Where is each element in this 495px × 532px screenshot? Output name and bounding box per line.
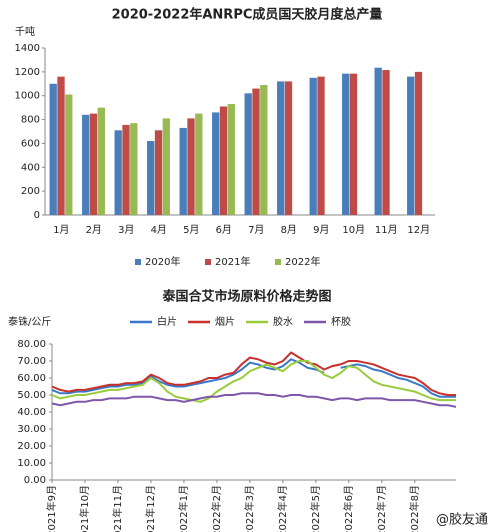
y-tick-label: 1200 [15, 67, 40, 78]
bar [147, 141, 155, 215]
y-tick-label: 600 [21, 138, 40, 149]
x-tick-label: 2022年8月 [408, 485, 421, 532]
bar [195, 113, 203, 215]
y-axis-label: 泰铢/公斤 [8, 315, 51, 328]
watermark: @胶友通 [436, 512, 488, 528]
line-series [51, 360, 456, 403]
y-tick-label: 200 [21, 186, 40, 197]
bar [114, 130, 122, 215]
bar [349, 73, 358, 216]
x-tick-label: 5月 [183, 224, 199, 236]
bar [284, 81, 293, 216]
y-tick-label: 1400 [15, 43, 40, 54]
y-tick-label: 0.00 [24, 475, 46, 486]
bar [57, 76, 65, 215]
x-tick-label: 12月 [407, 224, 430, 236]
y-tick-label: 30.00 [17, 424, 46, 435]
y-tick-label: 1000 [15, 91, 40, 102]
chart-title: 2020-2022年ANRPC成员国天胶月度总产量 [112, 7, 383, 23]
bar [130, 123, 138, 215]
bar [154, 130, 163, 215]
chart-title: 泰国合艾市场原料价格走势图 [161, 289, 331, 305]
bar [260, 84, 268, 215]
legend-swatch [275, 259, 281, 265]
legend-label: 烟片 [215, 315, 235, 328]
y-tick-label: 50.00 [17, 390, 46, 401]
y-tick-label: 0 [34, 210, 40, 221]
x-tick-label: 2022年5月 [309, 485, 322, 532]
x-tick-label: 9月 [313, 224, 329, 236]
x-tick-label: 2022年2月 [210, 485, 223, 532]
x-tick-label: 3月 [118, 224, 134, 236]
bar [82, 114, 90, 215]
y-tick-label: 10.00 [17, 458, 46, 469]
x-tick-label: 2022年3月 [243, 485, 256, 532]
bar [244, 93, 252, 215]
y-tick-label: 400 [21, 162, 40, 173]
legend-label: 杯胶 [331, 315, 351, 328]
x-tick-label: 7月 [248, 224, 264, 236]
x-tick-label: 11月 [375, 224, 398, 236]
legend-label: 2021年 [215, 255, 250, 268]
x-tick-label: 10月 [342, 224, 365, 236]
x-tick-label: 8月 [281, 224, 297, 236]
legend-label: 白片 [157, 315, 177, 328]
x-tick-label: 2022年7月 [375, 485, 388, 532]
bar [162, 118, 170, 215]
x-tick-label: 2021年9月 [45, 485, 58, 532]
bar [97, 107, 105, 215]
y-tick-label: 60.00 [17, 373, 46, 384]
bar [309, 77, 317, 215]
bar [49, 83, 57, 216]
x-tick-label: 2021年10月 [78, 485, 91, 532]
x-tick-label: 2022年1月 [177, 485, 190, 532]
x-tick-label: 2021年12月 [144, 485, 157, 532]
bar [187, 118, 195, 215]
bar [212, 112, 220, 215]
line-series [51, 358, 456, 398]
x-tick-label: 2022年6月 [342, 485, 355, 532]
bar [252, 88, 260, 215]
y-tick-label: 800 [21, 115, 40, 126]
y-axis-label: 千吨 [15, 25, 35, 38]
y-tick-label: 20.00 [17, 441, 46, 452]
legend-swatch [135, 259, 141, 265]
bar [179, 127, 187, 215]
y-tick-label: 80.00 [17, 339, 46, 350]
legend-swatch [205, 259, 211, 265]
x-tick-label: 2021年11月 [111, 485, 124, 532]
legend-label: 胶水 [273, 315, 293, 328]
bar [317, 76, 325, 215]
bar [407, 76, 415, 215]
x-tick-label: 4月 [151, 224, 167, 236]
bar [374, 67, 382, 215]
bar [219, 106, 228, 215]
y-tick-label: 70.00 [17, 356, 46, 367]
x-tick-label: 1月 [53, 224, 69, 236]
x-tick-label: 2022年4月 [276, 485, 289, 532]
bar [414, 71, 423, 215]
bar [89, 113, 98, 215]
bar [65, 94, 73, 215]
bar [382, 70, 390, 215]
x-tick-label: 6月 [216, 224, 232, 236]
legend-label: 2022年 [285, 255, 320, 268]
line-series [51, 351, 456, 396]
bar [122, 124, 130, 215]
bar [227, 104, 235, 215]
legend-label: 2020年 [145, 255, 180, 268]
bar [277, 81, 285, 216]
y-tick-label: 40.00 [17, 407, 46, 418]
line-series [51, 392, 457, 408]
bar [342, 73, 350, 216]
x-tick-label: 2月 [86, 224, 102, 236]
